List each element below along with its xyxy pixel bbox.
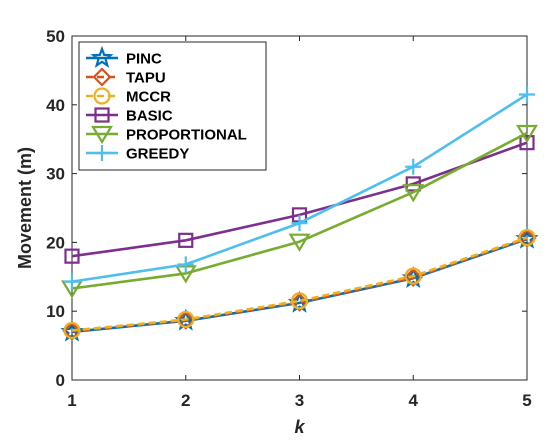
data-point-basic [405, 176, 421, 192]
legend-label: PROPORTIONAL [126, 127, 247, 144]
legend-item-basic: BASIC [86, 107, 173, 125]
legend-swatch-marker [91, 125, 113, 145]
legend-item-tapu: TAPU [86, 67, 166, 87]
data-point-greedy [519, 86, 535, 103]
legend-swatch-marker [93, 87, 111, 105]
series-line-mccr [71, 236, 528, 332]
x-tick-label: 1 [67, 391, 76, 410]
data-point-tapu [517, 228, 537, 248]
y-tick-label: 30 [46, 165, 65, 184]
data-point-mccr [518, 228, 536, 247]
series-mccr [63, 228, 536, 340]
y-tick-label: 20 [46, 233, 65, 252]
y-tick-label: 0 [56, 371, 65, 390]
legend-swatch-marker [94, 107, 110, 123]
data-point-mccr [290, 292, 309, 310]
data-point-mccr [63, 321, 81, 340]
legend-label: TAPU [126, 70, 166, 87]
legend-swatch-marker [92, 67, 112, 87]
legend: PINC TAPU MCCR BASIC PROPORTIONAL GREEDY [78, 41, 267, 171]
data-point-tapu [403, 267, 423, 288]
legend-label: GREEDY [126, 146, 189, 163]
legend-swatch-marker [90, 45, 114, 68]
data-point-greedy [291, 215, 308, 232]
x-tick-label: 5 [522, 391, 531, 410]
y-tick-label: 10 [46, 302, 65, 321]
y-tick-label: 50 [46, 27, 65, 46]
data-point-basic [519, 135, 535, 151]
data-point-tapu [62, 321, 82, 341]
data-point-tapu [176, 310, 196, 330]
legend-label: PINC [126, 51, 162, 68]
data-point-mccr [404, 267, 422, 285]
legend-box [78, 41, 267, 171]
x-tick-label: 2 [181, 391, 190, 410]
data-point-greedy [177, 256, 194, 273]
data-point-greedy [405, 158, 422, 175]
legend-item-greedy: GREEDY [86, 145, 189, 163]
series-line-basic [71, 141, 528, 258]
data-point-greedy [64, 273, 80, 290]
legend-swatch-marker [94, 145, 110, 161]
x-axis-label: k [294, 417, 305, 437]
y-axis-label: Movement (m) [15, 147, 35, 269]
data-point-basic [178, 232, 194, 248]
series-line-proportional [71, 131, 528, 290]
x-tick-label: 4 [409, 391, 419, 410]
legend-label: BASIC [126, 108, 173, 125]
legend-item-proportional: PROPORTIONAL [86, 125, 247, 145]
y-tick-label: 40 [46, 96, 65, 115]
series-greedy [64, 86, 535, 290]
data-point-proportional [402, 184, 425, 203]
data-point-basic [64, 248, 80, 264]
data-point-mccr [177, 310, 195, 329]
legend-label: MCCR [126, 89, 171, 106]
data-point-proportional [288, 233, 311, 252]
x-tick-label: 3 [295, 391, 304, 410]
data-point-proportional [516, 124, 538, 144]
series-layer [60, 86, 539, 342]
legend-item-mccr: MCCR [86, 87, 171, 106]
legend-item-pinc: PINC [86, 45, 162, 68]
